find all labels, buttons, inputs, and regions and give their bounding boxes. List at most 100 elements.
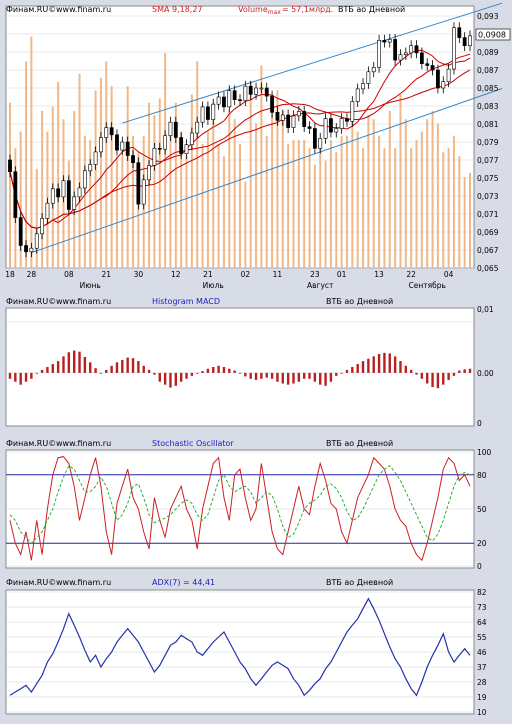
candle-body — [168, 121, 173, 136]
price-y-tick: 0,075 — [477, 174, 499, 183]
volume-bar — [436, 123, 439, 268]
candle-body — [34, 233, 39, 249]
volume-bar — [239, 144, 241, 268]
macd-bar — [19, 372, 22, 385]
price-source: Финам.RU© — [6, 5, 56, 14]
volume-bar — [308, 148, 311, 268]
macd-bar — [190, 372, 194, 376]
macd-bar — [153, 372, 156, 375]
stoch-y-tick: 80 — [477, 471, 487, 480]
volume-bar — [335, 152, 338, 268]
macd-bar — [137, 361, 140, 373]
adx-y-tick: 73 — [477, 603, 487, 612]
adx-y-tick: 19 — [477, 693, 487, 702]
volume-bar — [324, 160, 327, 268]
stoch-source: Финам.RU© — [6, 439, 56, 448]
price-month-label: Июль — [203, 281, 224, 290]
stoch-y-tick: 50 — [477, 505, 487, 514]
price-x-axis: 18 28 08 21 30 12 21 02 11 23 01 13 22 04 — [5, 270, 453, 279]
macd-bar — [436, 372, 440, 389]
candle-body — [312, 128, 317, 149]
stochastic-panel: Финам.RU© www.finam.ru Stochastic Oscill… — [5, 439, 492, 571]
candle-body — [350, 101, 355, 122]
adx-y-axis: 82 73 64 55 46 37 28 19 10 — [477, 588, 487, 717]
candle-body — [371, 67, 376, 73]
macd-bar — [105, 369, 108, 373]
macd-bar — [452, 372, 456, 376]
macd-bar — [447, 372, 450, 380]
adx-instrument: ВТБ ао Дневной — [326, 578, 393, 587]
stoch-indicator-label: Stochastic Oscillator — [152, 439, 234, 448]
macd-bar — [286, 372, 290, 385]
macd-bar — [276, 372, 279, 382]
volume-bar — [287, 144, 290, 268]
volume-bar — [35, 168, 38, 268]
stoch-y-tick: 100 — [477, 448, 492, 457]
candle-body — [254, 87, 258, 95]
volume-bar — [201, 144, 204, 268]
stoch-lines — [9, 456, 471, 562]
volume-bar — [78, 73, 81, 268]
volume-bar — [73, 110, 76, 268]
volume-bar — [431, 110, 434, 268]
candle-body — [382, 39, 387, 43]
candle-body — [270, 95, 274, 113]
macd-bar — [308, 372, 311, 379]
candle-body — [361, 83, 365, 90]
price-x-tick: 08 — [64, 270, 74, 279]
candle-body — [173, 121, 178, 138]
price-x-tick: 21 — [203, 270, 213, 279]
candle-body — [206, 106, 210, 120]
candle-body — [40, 218, 44, 235]
macd-bar — [94, 368, 97, 373]
volume-label-text: Volume — [238, 5, 268, 14]
macd-bar — [169, 372, 172, 388]
price-y-tick: 0,065 — [477, 264, 499, 273]
candle-body — [414, 45, 419, 54]
volume-bar — [158, 98, 161, 269]
macd-bar — [265, 372, 268, 378]
candle-body — [264, 87, 269, 97]
macd-bars — [8, 350, 472, 389]
adx-y-tick: 82 — [477, 588, 487, 597]
candle-body — [387, 39, 392, 43]
adx-y-tick: 28 — [477, 678, 487, 687]
price-month-label: Сентябрь — [408, 281, 445, 290]
macd-bar — [179, 372, 183, 382]
volume-bar — [420, 131, 423, 268]
macd-y-tick: 0 — [477, 419, 482, 428]
macd-bar — [383, 352, 386, 373]
trend-channel — [31, 2, 503, 254]
macd-bar — [409, 369, 413, 373]
macd-bar — [51, 364, 54, 373]
macd-bar — [356, 364, 359, 373]
macd-bar — [212, 367, 215, 373]
adx-grid — [6, 591, 474, 713]
candle-body — [248, 85, 253, 95]
candle-body — [307, 126, 312, 129]
candle-body — [280, 114, 285, 121]
candle-body — [50, 188, 55, 204]
price-x-tick: 12 — [171, 270, 181, 279]
macd-bar — [420, 372, 424, 379]
volume-bar — [372, 119, 375, 268]
volume-bar — [463, 177, 466, 268]
volume-bar — [404, 119, 407, 268]
volume-bar — [351, 110, 354, 268]
price-x-tick: 21 — [102, 270, 112, 279]
candle-body — [152, 148, 157, 166]
volume-bar — [244, 181, 247, 268]
candle-body — [195, 121, 200, 134]
candle-body — [302, 111, 307, 128]
candle-body — [403, 52, 408, 56]
volume-bar — [89, 139, 92, 268]
candle-body — [131, 155, 135, 163]
volume-label-value: = 57,1млрд. — [282, 5, 333, 14]
macd-bar — [329, 372, 333, 382]
volume-bar — [313, 164, 316, 268]
volume-bar — [137, 152, 140, 268]
volume-bar — [255, 123, 258, 268]
candle-body — [104, 127, 109, 138]
price-instrument: ВТБ ао Дневной — [338, 5, 405, 14]
